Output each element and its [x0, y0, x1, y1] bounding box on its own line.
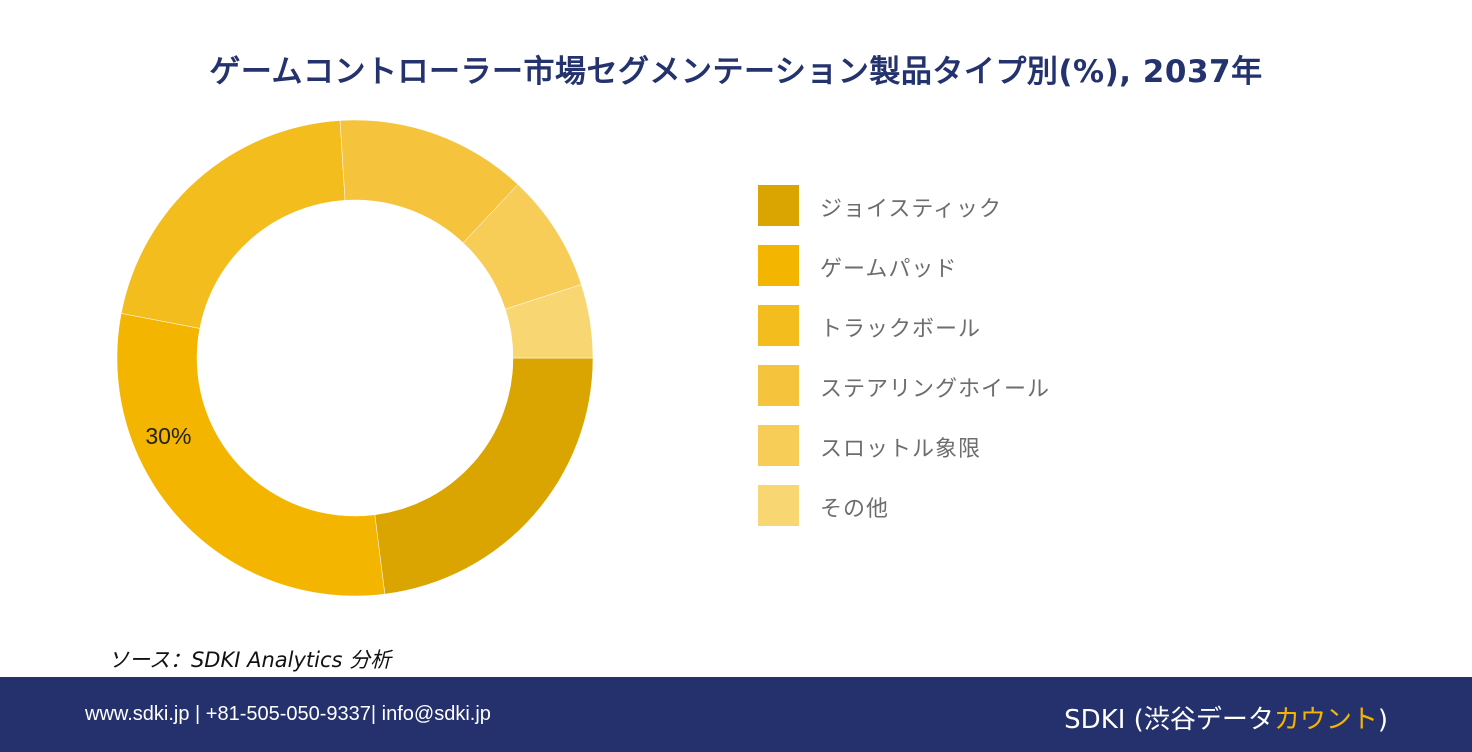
legend-swatch [758, 245, 799, 286]
slice-3 [120, 120, 346, 329]
chart-title: ゲームコントローラー市場セグメンテーション製品タイプ別(%), 2037年 [209, 54, 1263, 90]
legend-swatch [758, 425, 799, 466]
legend-swatch [758, 305, 799, 346]
legend-swatch [758, 365, 799, 406]
legend-label: トラックボール [820, 317, 982, 342]
brand-suffix: ) [1377, 705, 1388, 735]
legend-label: その他 [820, 497, 890, 522]
legend-swatch [758, 185, 799, 226]
slice-2 [116, 313, 386, 597]
slice-1 [374, 357, 594, 595]
legend-label: ゲームパッド [820, 257, 958, 282]
legend-label: スロットル象限 [820, 437, 982, 462]
source-note: ソース：SDKI Analytics 分析 [108, 648, 392, 672]
brand-accent: カウント [1273, 705, 1378, 735]
slice-6 [504, 284, 594, 359]
footer-contact: www.sdki.jp | +81-505-050-9337| info@sdk… [85, 703, 491, 725]
footer-bar: www.sdki.jp | +81-505-050-9337| info@sdk… [0, 677, 1472, 752]
legend-label: ステアリングホイール [820, 377, 1051, 402]
legend-label: ジョイスティック [820, 197, 1003, 222]
legend-swatch [758, 485, 799, 526]
footer-brand: SDKI (渋谷データカウント) [1064, 699, 1388, 736]
brand-prefix: SDKI (渋谷データ [1064, 705, 1274, 735]
donut-chart: 30% [116, 119, 594, 597]
data-label-2: 30% [145, 423, 191, 449]
